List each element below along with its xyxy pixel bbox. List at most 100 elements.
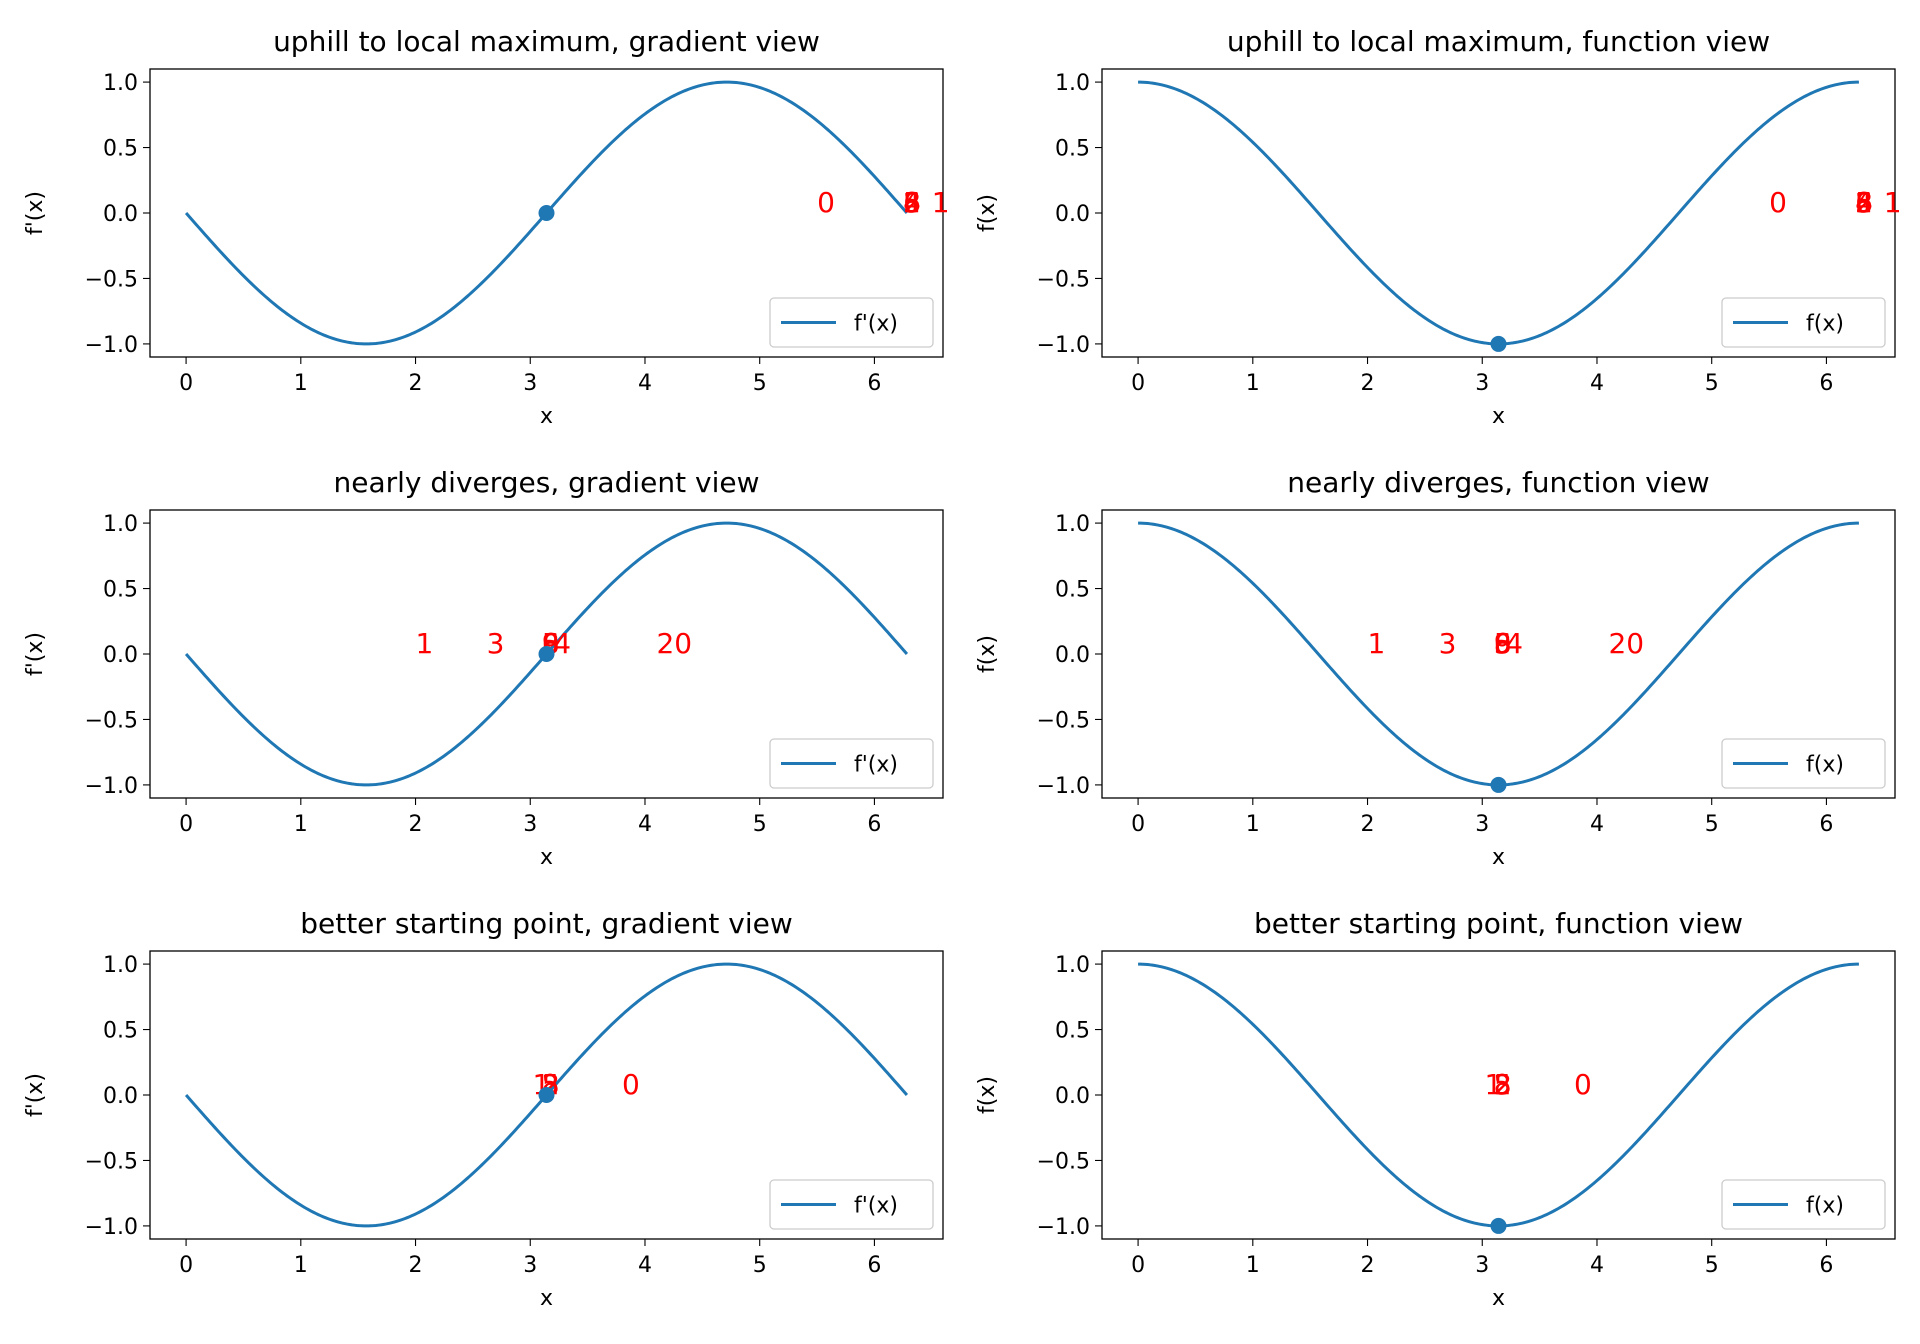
current-point-marker [538,1087,555,1103]
x-tick-label: 4 [638,812,652,837]
y-tick-label: 0.5 [1055,1019,1090,1044]
y-tick-label: −1.0 [85,333,138,358]
x-tick-label: 6 [1819,812,1833,837]
y-tick-label: 1.0 [103,512,138,537]
x-axis-label: x [1492,845,1505,870]
y-tick-label: −1.0 [1037,333,1090,358]
legend-label: f(x) [1806,1194,1844,1219]
x-axis-label: x [540,1286,553,1311]
y-tick-label: 0.0 [1055,202,1090,227]
x-axis-label: x [1492,404,1505,429]
y-tick-label: 0.0 [103,202,138,227]
y-tick-label: 1.0 [103,953,138,978]
iteration-label: 6 [1494,627,1512,660]
y-tick-label: 1.0 [1055,512,1090,537]
x-tick-label: 3 [1475,812,1489,837]
iteration-label: 2 [903,186,921,219]
x-tick-label: 6 [867,1253,881,1278]
x-tick-label: 2 [409,812,423,837]
iteration-label: 9 [1494,627,1512,660]
x-tick-label: 1 [1246,1253,1260,1278]
y-tick-label: 0.5 [103,137,138,162]
legend: f(x) [1721,738,1886,789]
x-tick-label: 2 [409,1253,423,1278]
legend-box [769,738,934,789]
x-axis-label: x [1492,1286,1505,1311]
y-tick-label: −0.5 [85,267,138,292]
x-tick-label: 4 [638,1253,652,1278]
legend-box [1721,297,1886,348]
iteration-label: 4 [1855,186,1873,219]
y-tick-label: 0.0 [103,1084,138,1109]
chart-title: uphill to local maximum, function view [1227,25,1770,58]
x-tick-label: 4 [1590,371,1604,396]
x-tick-label: 6 [867,371,881,396]
legend-label: f'(x) [854,312,898,337]
chart-panel-3: 0 1 2 3 4 5 6 −1.0 −0.5 0.0 0.5 1.0 nearly diverges,… [23,466,944,870]
y-axis-label: f(x) [975,194,1000,232]
current-point-marker [1490,335,1507,352]
x-tick-label: 0 [179,812,193,837]
x-tick-label: 3 [1475,1253,1489,1278]
x-tick-label: 6 [867,812,881,837]
chart-title: uphill to local maximum, gradient view [273,25,820,58]
y-tick-label: 0.5 [103,1019,138,1044]
x-tick-label: 3 [523,371,537,396]
x-tick-label: 5 [1705,1253,1719,1278]
iteration-label: 5 [1494,627,1512,660]
legend: f'(x) [769,297,934,348]
iteration-label: 0 [622,1068,640,1101]
y-axis-label: f(x) [975,1076,1000,1114]
iteration-label: 2 [1494,1068,1512,1101]
x-tick-label: 1 [294,371,308,396]
iteration-label: 8 [1494,627,1512,660]
legend-box [1721,1179,1886,1230]
y-tick-label: −1.0 [85,774,138,799]
iteration-label: 3 [487,627,505,660]
y-tick-label: −0.5 [1037,708,1090,733]
iteration-label: 6 [1855,186,1873,219]
iteration-label: 3 [903,186,921,219]
y-tick-label: −0.5 [85,1149,138,1174]
x-tick-label: 2 [1361,371,1375,396]
legend-box [769,1179,934,1230]
iteration-label: 4 [553,627,571,660]
x-tick-label: 2 [1361,812,1375,837]
x-tick-label: 3 [523,812,537,837]
y-tick-label: 0.5 [103,578,138,603]
x-tick-label: 0 [1131,812,1145,837]
y-tick-label: −1.0 [1037,774,1090,799]
iteration-label: 1 [1884,186,1902,219]
iteration-label: 1 [416,627,434,660]
legend: f'(x) [769,738,934,789]
current-point-marker [1490,1217,1507,1234]
current-point-marker [538,646,555,662]
iteration-label: 8 [903,186,921,219]
iteration-label: 0 [817,186,835,219]
x-tick-label: 0 [179,1253,193,1278]
legend: f(x) [1721,1179,1886,1230]
iteration-label: 1 [1368,627,1386,660]
x-tick-label: 6 [1819,371,1833,396]
y-tick-label: −1.0 [85,1215,138,1240]
x-tick-label: 5 [1705,812,1719,837]
current-point-marker [1490,776,1507,793]
y-axis-label: f'(x) [23,632,48,676]
y-tick-label: −0.5 [1037,267,1090,292]
iteration-label: 0 [1769,186,1787,219]
y-tick-label: 0.0 [1055,643,1090,668]
x-tick-label: 6 [1819,1253,1833,1278]
y-tick-label: −0.5 [85,708,138,733]
x-tick-label: 5 [1705,371,1719,396]
current-point-marker [538,205,555,221]
x-axis-label: x [540,845,553,870]
iteration-label: 0 [1574,1068,1592,1101]
iteration-label: 20 [1608,627,1644,660]
x-tick-label: 4 [638,371,652,396]
iteration-label: 2 [1855,186,1873,219]
iteration-label: 4 [1505,627,1523,660]
